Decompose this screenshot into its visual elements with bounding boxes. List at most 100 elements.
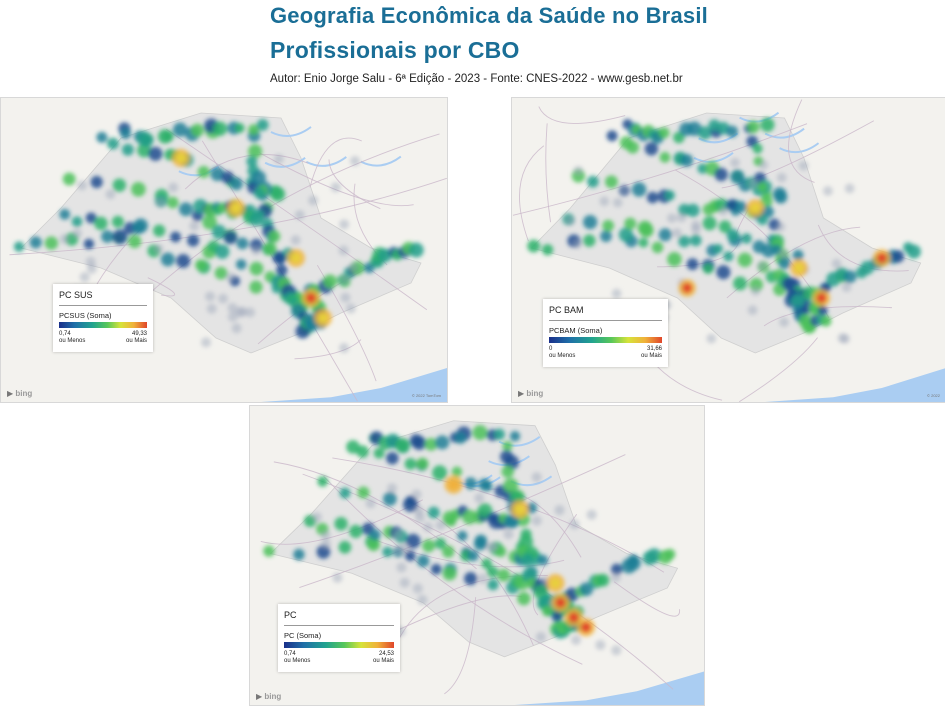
heat-point-faint <box>779 317 789 328</box>
heat-point <box>442 545 455 558</box>
heat-point-faint <box>105 189 116 200</box>
legend-field: PCBAM (Soma) <box>549 326 603 335</box>
heat-point <box>356 445 369 458</box>
heat-point-faint <box>392 529 403 540</box>
heat-point-faint <box>245 307 256 318</box>
heat-point-faint <box>676 212 687 223</box>
road-line <box>165 128 428 311</box>
heat-point <box>770 244 782 255</box>
road-line <box>788 99 815 183</box>
heat-point <box>860 260 875 275</box>
heat-point <box>170 231 181 243</box>
heat-point <box>417 554 430 568</box>
heat-point-faint <box>422 521 434 533</box>
road-line <box>9 177 447 256</box>
heat-point <box>741 233 752 244</box>
heat-point <box>618 227 634 242</box>
legend-min: 0 ou Menos <box>549 346 575 360</box>
heat-point <box>506 515 520 529</box>
heat-point <box>631 182 647 197</box>
heat-point-faint <box>218 293 229 304</box>
heat-point <box>906 244 921 259</box>
legend-max-label: ou Mais <box>125 338 147 344</box>
heat-point <box>733 276 748 291</box>
heat-point-faint <box>569 519 580 530</box>
heat-point <box>178 202 193 217</box>
heat-point <box>85 212 97 224</box>
heatmap-pc[interactable]: PC PC (Soma) 0,74 ou Menos 24,53 ou Mais ▶… <box>249 405 705 706</box>
map-copyright: © 2022 <box>927 393 940 398</box>
legend-gradient <box>284 642 394 648</box>
heat-point <box>229 177 243 191</box>
legend-title: PC BAM <box>549 305 584 315</box>
heat-point <box>628 554 639 566</box>
legend-min-value: 0,74 <box>284 651 296 657</box>
legend-max-label: ou Mais <box>372 658 394 664</box>
heat-point <box>658 127 670 139</box>
road-line <box>738 337 818 402</box>
heat-point-faint <box>831 258 842 269</box>
legend-divider <box>59 305 147 306</box>
heat-point-faint <box>205 291 216 302</box>
heat-point-faint <box>844 183 855 194</box>
heat-point <box>502 440 513 452</box>
heatmap-pc-bam[interactable]: PC BAM PCBAM (Soma) 0 ou Menos 31,66 ou Ma… <box>511 97 945 403</box>
map-canvas[interactable] <box>250 406 704 705</box>
legend-max-value: 31,66 <box>646 346 662 352</box>
road-line <box>444 597 477 695</box>
map-canvas[interactable] <box>1 98 447 402</box>
provider-label: bing <box>15 389 33 398</box>
heat-point <box>526 502 538 514</box>
heat-point-faint <box>339 274 350 285</box>
heat-point <box>718 220 732 233</box>
heat-point-faint <box>823 186 833 196</box>
heat-point <box>680 153 694 167</box>
heat-point <box>713 243 723 254</box>
heat-point <box>687 121 702 137</box>
heat-point <box>778 256 791 270</box>
heat-point <box>673 131 685 144</box>
heat-point <box>202 214 218 230</box>
heat-point <box>395 437 410 453</box>
heat-point <box>214 266 228 280</box>
heat-hotspot <box>318 313 328 323</box>
heat-point <box>404 457 417 470</box>
legend-title: PC SUS <box>59 290 93 300</box>
heat-point <box>153 224 166 237</box>
legend-field: PCSUS (Soma) <box>59 311 112 320</box>
heat-point-faint <box>748 178 759 189</box>
heat-point-faint <box>168 182 179 193</box>
river-line <box>360 155 402 167</box>
heat-point <box>686 203 700 217</box>
heat-point <box>383 492 397 506</box>
legend-gradient <box>549 337 662 343</box>
heat-point <box>697 163 708 174</box>
heat-point-faint <box>308 195 319 206</box>
map-legend: PC SUS PCSUS (Soma) 0,74 ou Menos 49,33 ou… <box>53 284 153 352</box>
heat-point <box>723 251 734 262</box>
heat-point <box>349 524 363 539</box>
heat-hotspot <box>568 612 579 623</box>
heat-hotspot <box>794 263 804 273</box>
heat-point <box>29 236 42 249</box>
page-subtitle: Profissionais por CBO <box>270 37 520 63</box>
heat-point-faint <box>718 206 729 216</box>
legend-title: PC <box>284 610 297 620</box>
heat-point <box>762 206 774 218</box>
heat-point-faint <box>586 509 597 520</box>
legend-min: 0,74 ou Menos <box>284 651 310 665</box>
heat-point-faint <box>503 529 514 540</box>
heat-point <box>133 218 149 233</box>
ocean-shape <box>765 368 945 402</box>
heat-point <box>486 566 499 578</box>
heat-point <box>402 497 418 513</box>
heat-point-faint <box>531 515 542 526</box>
road-line <box>294 339 362 360</box>
map-legend: PC BAM PCBAM (Soma) 0 ou Menos 31,66 ou Ma… <box>543 299 668 367</box>
heat-point <box>246 156 258 167</box>
legend-min-label: ou Menos <box>284 658 311 664</box>
legend-divider <box>549 320 662 321</box>
heat-point-faint <box>750 285 761 296</box>
heat-point <box>746 120 760 134</box>
heatmap-pc-sus[interactable]: PC SUS PCSUS (Soma) 0,74 ou Menos 49,33 ou… <box>0 97 448 403</box>
